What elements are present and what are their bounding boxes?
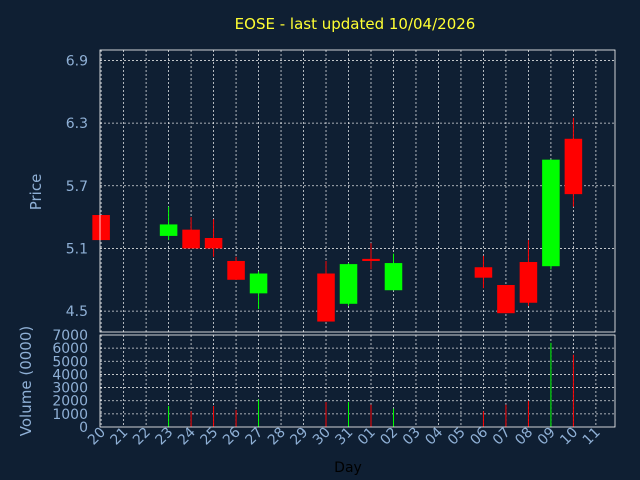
- candle-body: [182, 229, 200, 249]
- candle-body: [362, 258, 380, 261]
- x-tick-label: 10: [557, 425, 581, 449]
- x-tick-label: 21: [108, 425, 132, 449]
- x-tick-label: 22: [130, 425, 154, 449]
- volume-tick-label: 7000: [52, 328, 88, 344]
- candle-body: [519, 262, 538, 303]
- x-tick-label: 06: [467, 424, 491, 448]
- x-axis-label: Day: [334, 460, 362, 476]
- price-panel: 4.5 5.1 5.7 6.3 6.9: [66, 49, 616, 333]
- price-tick-label: 5.1: [66, 241, 88, 257]
- x-tick-label: 04: [422, 424, 446, 448]
- chart-title: EOSE - last updated 10/04/2026: [235, 15, 476, 33]
- candle-body: [249, 273, 268, 294]
- candle-body: [474, 267, 493, 278]
- volume-tick-label: 4000: [52, 367, 88, 383]
- volume-tick-label: 6000: [52, 341, 88, 357]
- x-tick-label: 27: [242, 425, 266, 449]
- y-axis-label: Price: [27, 174, 45, 211]
- x-tick-label: 20: [85, 425, 109, 449]
- volume-tick-label: 1000: [52, 407, 88, 423]
- volume-tick-label: 5000: [52, 354, 88, 370]
- volume-tick-label: 3000: [52, 381, 88, 397]
- x-tick-label: 24: [175, 424, 199, 448]
- candle-body: [339, 264, 358, 304]
- x-tick-labels: 2021222324252627282930310102030405060708…: [85, 424, 604, 448]
- candle-body: [92, 215, 110, 241]
- x-tick-label: 30: [310, 425, 334, 449]
- price-grid: [100, 50, 615, 332]
- volume-bars: [168, 342, 574, 427]
- x-tick-label: 01: [355, 425, 379, 449]
- candle-body: [542, 159, 560, 267]
- price-tick-label: 6.9: [66, 53, 88, 69]
- candle-body: [159, 224, 178, 236]
- candle-body: [564, 138, 583, 195]
- price-tick-labels: 4.5 5.1 5.7 6.3 6.9: [66, 53, 88, 320]
- volume-axis-label: Volume (0000): [17, 326, 35, 436]
- x-tick-label: 03: [400, 425, 424, 449]
- x-tick-label: 11: [580, 425, 604, 449]
- price-tick-label: 5.7: [66, 179, 88, 195]
- x-tick-label: 05: [445, 425, 469, 449]
- volume-tick-label: 2000: [52, 394, 88, 410]
- candle-body: [497, 285, 515, 314]
- x-tick-label: 26: [220, 424, 244, 448]
- x-tick-label: 31: [332, 425, 356, 449]
- price-frame: [99, 49, 616, 333]
- candle-body: [227, 260, 245, 280]
- candle-body: [317, 273, 335, 322]
- candle-body: [204, 238, 223, 249]
- x-tick-label: 07: [490, 425, 514, 449]
- x-tick-label: 28: [265, 425, 289, 449]
- candle-body: [384, 263, 403, 291]
- volume-grid: [100, 335, 615, 427]
- x-tick-label: 29: [287, 425, 311, 449]
- x-tick-label: 02: [377, 425, 401, 449]
- price-tick-label: 4.5: [66, 304, 88, 320]
- x-tick-label: 08: [512, 425, 536, 449]
- volume-frame: [99, 334, 616, 428]
- x-tick-label: 23: [153, 425, 177, 449]
- x-tick-label: 25: [197, 425, 221, 449]
- price-tick-label: 6.3: [66, 116, 88, 132]
- x-tick-label: 09: [535, 425, 559, 449]
- volume-tick-label: 0: [79, 420, 88, 436]
- candles: [92, 117, 583, 322]
